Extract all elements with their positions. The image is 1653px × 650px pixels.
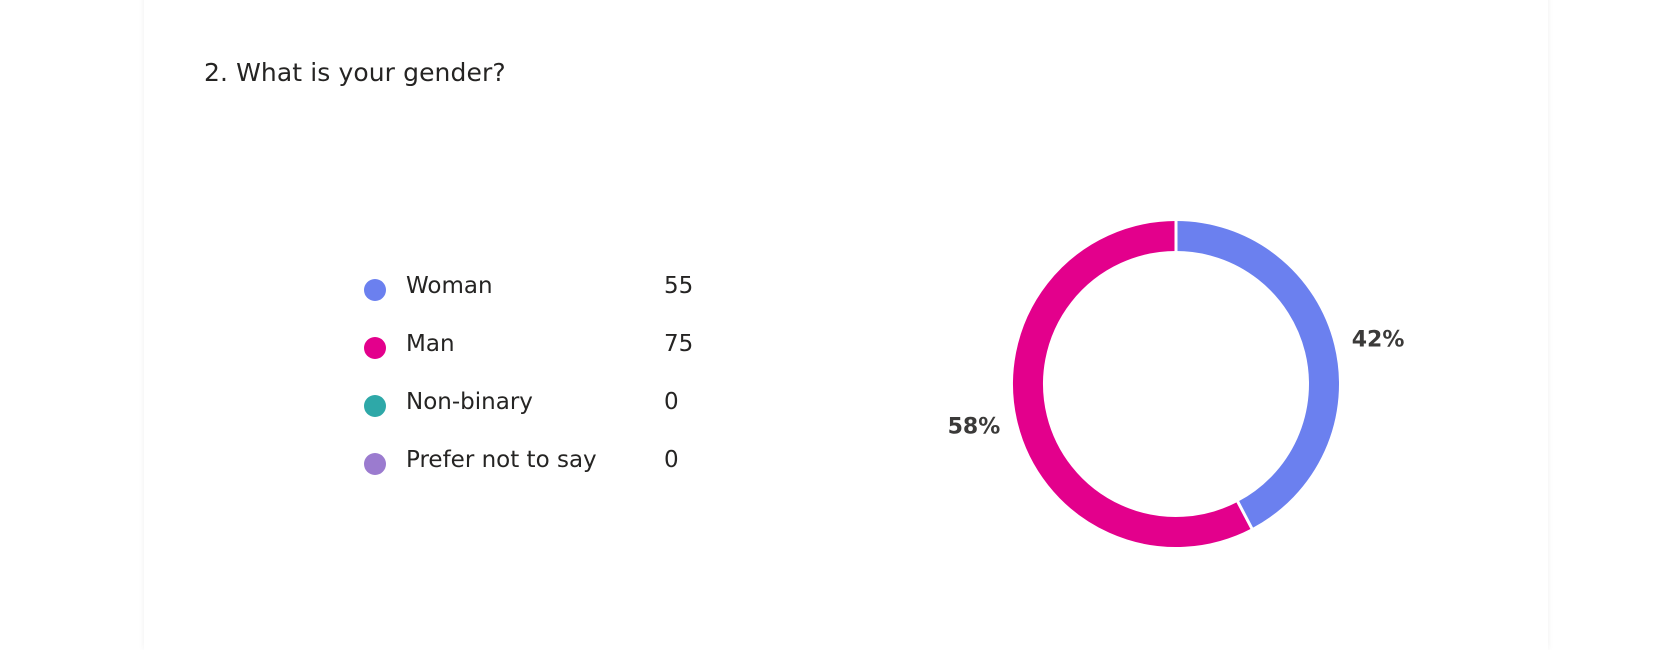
legend-item-non-binary[interactable]: Non-binary 0	[364, 386, 724, 444]
legend-count: 75	[664, 331, 694, 357]
legend-item-prefer-not-to-say[interactable]: Prefer not to say 0	[364, 444, 724, 502]
slice-percent-label: 42%	[1352, 328, 1405, 353]
slice-separator	[1236, 500, 1254, 530]
legend-label: Man	[406, 331, 455, 357]
slice-percent-label: 58%	[948, 414, 1001, 439]
question-title: 2. What is your gender?	[204, 58, 506, 87]
chart-legend: Woman 55 Man 75 Non-binary 0 Prefer not …	[364, 270, 724, 502]
legend-item-man[interactable]: Man 75	[364, 328, 724, 386]
donut-slice-man[interactable]	[1013, 221, 1252, 547]
legend-swatch-non-binary	[364, 395, 386, 417]
legend-swatch-woman	[364, 279, 386, 301]
legend-count: 55	[664, 273, 694, 299]
legend-label: Non-binary	[406, 389, 533, 415]
donut-slice-woman[interactable]	[1175, 221, 1339, 529]
legend-count: 0	[664, 447, 679, 473]
legend-label: Woman	[406, 273, 493, 299]
legend-item-woman[interactable]: Woman 55	[364, 270, 724, 328]
legend-label: Prefer not to say	[406, 447, 597, 473]
legend-swatch-prefer-not-to-say	[364, 453, 386, 475]
legend-count: 0	[664, 389, 679, 415]
legend-swatch-man	[364, 337, 386, 359]
